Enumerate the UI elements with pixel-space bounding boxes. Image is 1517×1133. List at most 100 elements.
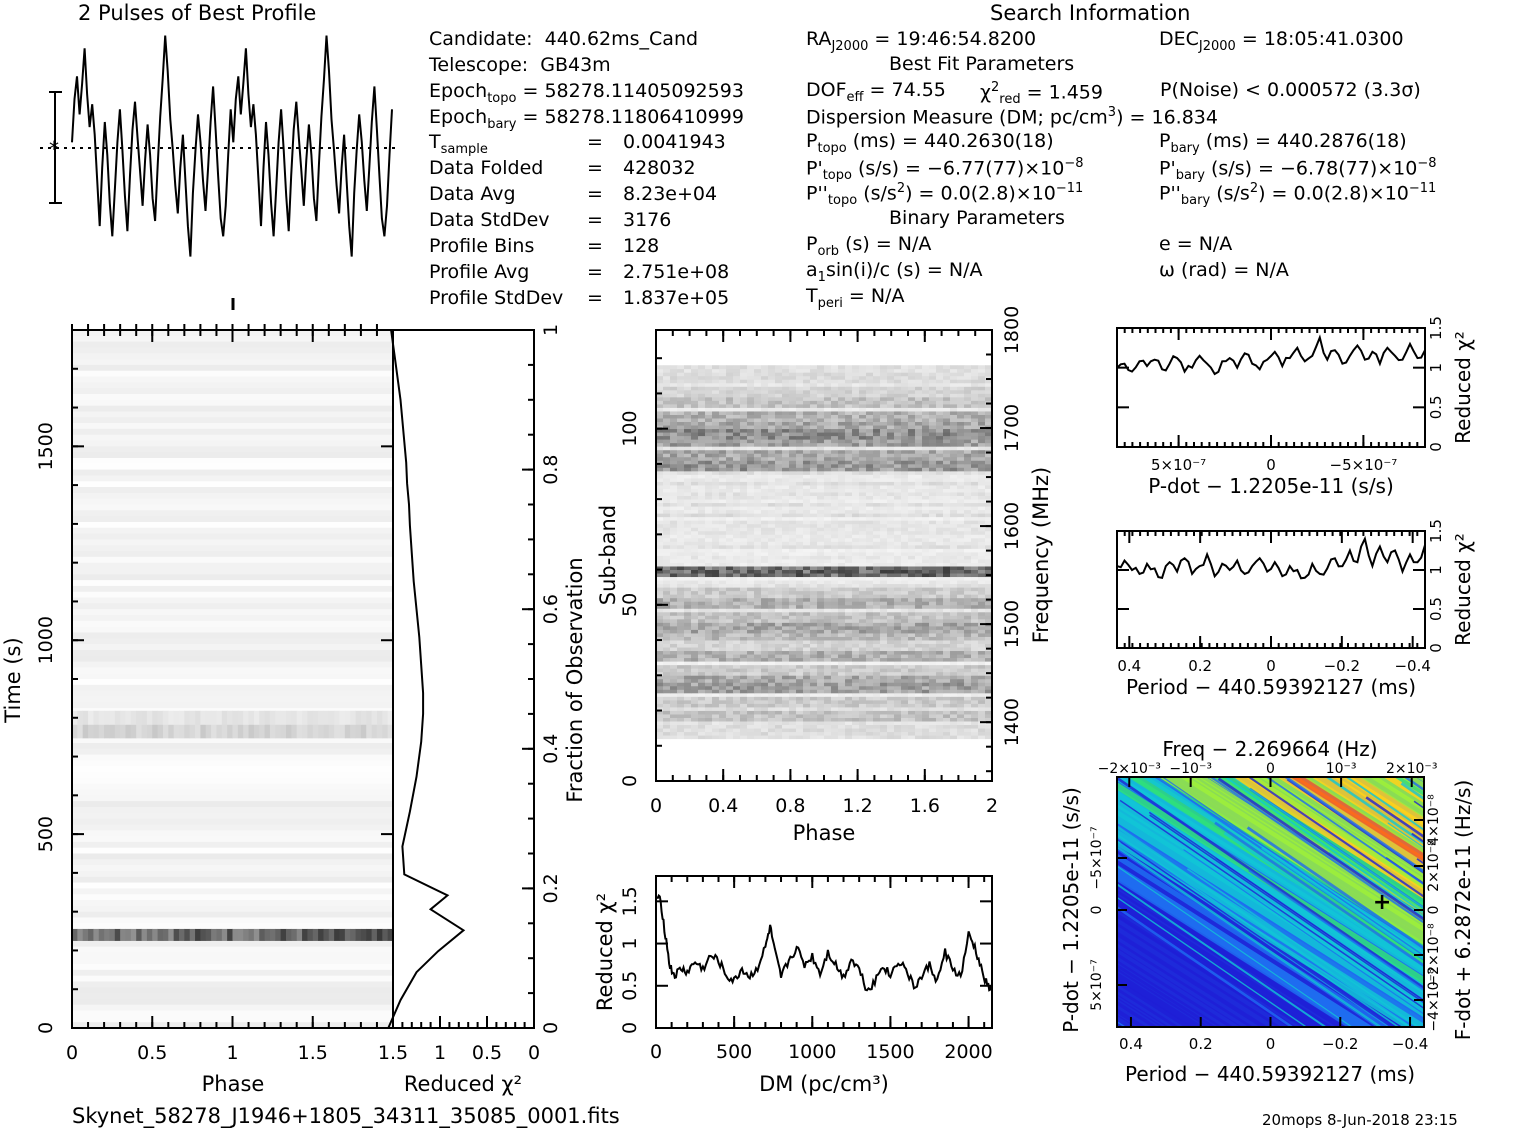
subband-cell <box>768 597 776 602</box>
subband-cell <box>733 682 741 687</box>
subband-cell <box>894 569 902 574</box>
subband-cell <box>936 551 944 556</box>
subband-cell <box>782 590 790 595</box>
subband-cell <box>901 601 909 606</box>
subband-cell <box>796 467 804 472</box>
subband-cell <box>943 590 951 595</box>
subband-cell <box>719 446 727 451</box>
subband-cell <box>929 425 937 430</box>
subband-cell <box>950 671 958 676</box>
subband-cell <box>880 678 888 683</box>
subband-cell <box>922 657 930 662</box>
subband-cell <box>943 636 951 641</box>
subband-cell <box>873 643 881 648</box>
subband-cell <box>894 625 902 630</box>
subband-cell <box>943 622 951 627</box>
subband-cell <box>880 499 888 504</box>
subband-cell <box>803 622 811 627</box>
subband-cell <box>747 428 755 433</box>
subband-cell <box>670 689 678 694</box>
subband-cell <box>964 527 972 532</box>
subband-cell <box>936 403 944 408</box>
subband-cell <box>810 594 818 599</box>
subband-cell <box>691 618 699 623</box>
time-phase-band <box>125 928 132 941</box>
time-phase-band <box>168 724 175 739</box>
subband-cell <box>880 435 888 440</box>
subband-cell <box>908 629 916 634</box>
subband-cell <box>740 685 748 690</box>
time-phase-row <box>72 440 393 447</box>
subband-cell <box>950 566 958 570</box>
subband-cell <box>740 559 748 563</box>
subband-cell <box>705 428 713 433</box>
subband-cell <box>852 717 860 722</box>
subband-cell <box>873 721 881 726</box>
time-phase-band <box>93 928 100 941</box>
subband-cell <box>929 678 937 683</box>
subband-cell <box>887 678 895 683</box>
subband-cell <box>782 509 790 514</box>
subband-cell <box>929 418 937 423</box>
subband-cell <box>845 636 853 641</box>
subband-cell <box>747 481 755 486</box>
subband-cell <box>663 566 671 570</box>
subband-cell <box>817 456 825 461</box>
subband-cell <box>950 731 958 736</box>
subband-cell <box>824 502 832 507</box>
subband-cell <box>761 611 769 616</box>
time-phase-band <box>344 724 351 739</box>
subband-cell <box>873 640 881 644</box>
subband-cell <box>943 460 951 465</box>
subband-cell <box>803 636 811 641</box>
subband-cell <box>670 432 678 437</box>
subband-cell <box>754 661 762 666</box>
subband-cell <box>698 615 706 620</box>
subband-cell <box>803 678 811 683</box>
subband-cell <box>957 654 965 659</box>
subband-cell <box>670 516 678 521</box>
subband-cell <box>936 650 944 655</box>
subband-cell <box>677 544 685 549</box>
subband-cell <box>880 629 888 634</box>
subband-cell <box>964 587 972 592</box>
subband-cell <box>887 477 895 482</box>
subband-cell <box>782 714 790 718</box>
subband-cell <box>936 449 944 454</box>
subband-cell <box>901 470 909 475</box>
subband-cell <box>929 703 937 708</box>
subband-cell <box>971 492 979 497</box>
subband-cell <box>964 731 972 736</box>
subband-cell <box>656 622 664 627</box>
subband-cell <box>985 555 993 560</box>
subband-cell <box>873 548 881 553</box>
time-phase-row <box>72 894 393 901</box>
subband-cell <box>803 523 811 528</box>
time-phase-band <box>195 724 201 739</box>
subband-cell <box>656 573 664 578</box>
subband-cell <box>803 696 811 701</box>
subband-cell <box>677 418 685 423</box>
subband-cell <box>684 710 692 715</box>
time-phase-band <box>189 928 196 941</box>
subband-cell <box>936 562 944 567</box>
subband-cell <box>712 625 720 630</box>
subband-cell <box>922 527 930 532</box>
subband-cell <box>656 488 664 493</box>
subband-cell <box>901 418 909 423</box>
subband-cell <box>747 474 755 479</box>
subband-cell <box>705 446 713 451</box>
subband-cell <box>761 703 769 708</box>
subband-cell <box>880 654 888 659</box>
subband-cell <box>950 477 958 482</box>
subband-cell <box>915 474 923 479</box>
subband-cell <box>936 485 944 489</box>
subband-cell <box>691 530 699 535</box>
subband-cell <box>817 485 825 489</box>
subband-cell <box>796 411 804 415</box>
subband-cell <box>859 569 867 574</box>
subband-cell <box>719 668 727 673</box>
subband-cell <box>894 622 902 627</box>
subband-cell <box>936 393 944 398</box>
subband-cell <box>943 625 951 630</box>
